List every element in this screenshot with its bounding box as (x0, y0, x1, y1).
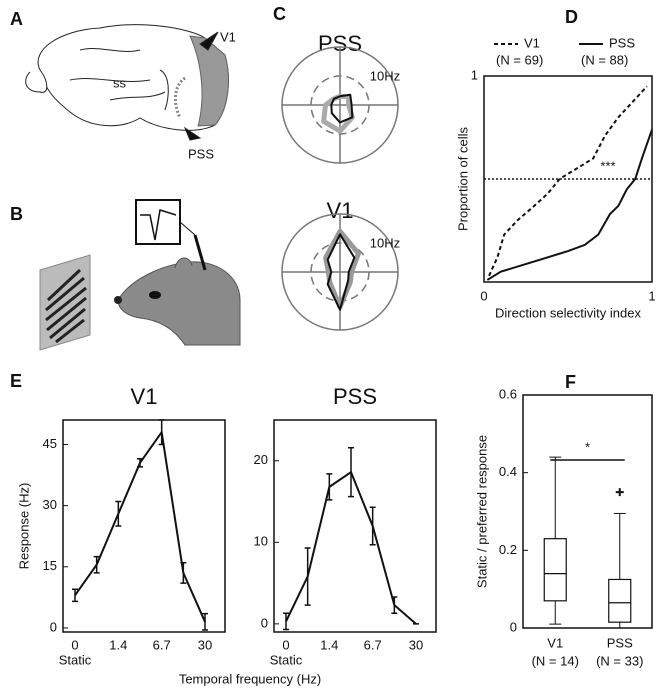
legend-note: (N = 88) (581, 52, 628, 67)
y-axis-label: Static / preferred response (474, 435, 489, 588)
brain-label: PSS (188, 146, 214, 161)
tuning-curve (330, 93, 354, 124)
error-bar (304, 547, 311, 606)
x-tick-label: 0 (71, 637, 78, 652)
panel-label: D (565, 7, 578, 27)
y-tick-label: 30 (43, 497, 57, 512)
static-label: Static (59, 652, 92, 667)
plot-frame (273, 419, 437, 633)
cdf-line (486, 129, 653, 281)
x-tick-label: PSS (607, 635, 633, 650)
brain-label: V1 (220, 29, 236, 44)
outlier (615, 488, 624, 497)
tuning-curve (323, 228, 361, 310)
y-tick-label: 15 (43, 558, 57, 573)
error-bar (391, 596, 398, 614)
x-tick-label: 6.7 (364, 637, 382, 652)
setup-illustration (39, 199, 241, 351)
y-axis-label: Proportion of cells (455, 126, 470, 231)
y-tick-label: 20 (254, 452, 268, 467)
x-tick-label: 30 (409, 637, 423, 652)
group-note: (N = 14) (532, 653, 579, 668)
x-tick-label: 1.4 (320, 637, 338, 652)
box (608, 578, 632, 623)
chart-title: PSS (333, 384, 377, 409)
y-tick-label: 45 (43, 436, 57, 451)
x-axis-label: Temporal frequency (Hz) (179, 671, 321, 686)
x-tick-label: 6.7 (153, 637, 171, 652)
tuning-curve (326, 233, 356, 311)
significance: *** (600, 158, 615, 173)
error-bar (93, 555, 100, 574)
panel-label: E (10, 371, 22, 391)
r-tick-label: 10Hz (370, 69, 400, 84)
static-label: Static (270, 652, 303, 667)
cdf-line (488, 85, 648, 277)
r-tick-label: 10Hz (370, 236, 400, 251)
x-tick-label: 0 (282, 637, 289, 652)
panel-label: B (10, 204, 23, 224)
x-tick-label: 0 (480, 288, 487, 303)
y-tick-label: 0 (50, 619, 57, 634)
plot-frame (522, 394, 653, 629)
error-bar (326, 473, 333, 501)
y-tick-label: 10 (254, 534, 268, 549)
y-tick-label: 0 (510, 619, 517, 634)
error-bar (180, 561, 187, 584)
x-tick-label: 1.4 (109, 637, 127, 652)
brain-label: ss (113, 75, 127, 90)
y-axis-label: Response (Hz) (16, 483, 31, 570)
error-bar (72, 588, 78, 603)
tuning-curve (321, 93, 355, 134)
x-tick-label: 30 (198, 637, 212, 652)
plot-frame (62, 419, 226, 633)
y-tick-label: 1 (471, 67, 478, 82)
brain-illustration (25, 24, 229, 141)
error-bar (283, 612, 289, 631)
legend-note: (N = 69) (496, 52, 543, 67)
legend-label: V1 (524, 35, 540, 50)
y-tick-label: 0.6 (499, 386, 517, 401)
error-bar (137, 457, 143, 468)
error-bar (115, 500, 122, 527)
box (543, 538, 567, 602)
legend-label: PSS (609, 35, 635, 50)
panel-label: C (273, 4, 286, 24)
r-grid-circle (310, 75, 370, 135)
error-bar (158, 419, 165, 446)
x-axis-label: Direction selectivity index (495, 305, 641, 320)
group-note: (N = 33) (596, 653, 643, 668)
x-tick-label: 1 (648, 288, 655, 303)
x-tick-label: V1 (547, 635, 563, 650)
error-bar (202, 612, 208, 631)
y-tick-label: 0.2 (499, 542, 517, 557)
error-bar (348, 446, 354, 498)
significance: * (585, 439, 590, 454)
panel-label: F (565, 372, 576, 392)
error-bar (369, 506, 376, 546)
y-tick-label: 0.4 (499, 464, 517, 479)
panel-label: A (10, 9, 23, 29)
chart-title: V1 (131, 384, 158, 409)
y-tick-label: 0 (261, 615, 268, 630)
